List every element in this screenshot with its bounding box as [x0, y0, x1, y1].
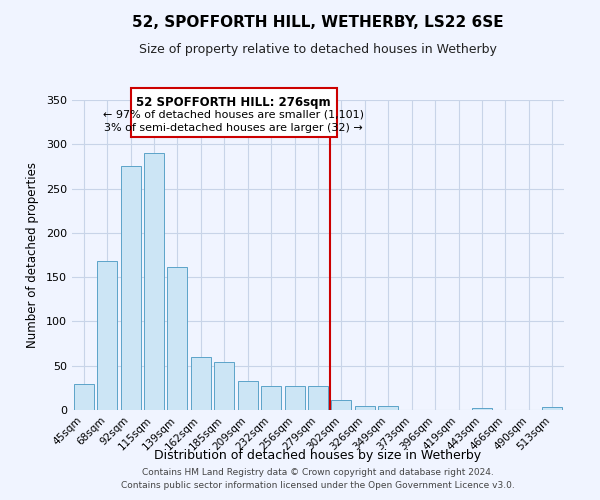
Bar [238, 381, 257, 410]
Bar [97, 261, 117, 410]
Bar [261, 386, 281, 410]
Bar [355, 406, 375, 410]
Text: ← 97% of detached houses are smaller (1,101): ← 97% of detached houses are smaller (1,… [103, 110, 364, 120]
Bar [214, 362, 234, 410]
Bar [191, 357, 211, 410]
Bar [379, 406, 398, 410]
Bar [542, 408, 562, 410]
Text: Size of property relative to detached houses in Wetherby: Size of property relative to detached ho… [139, 42, 497, 56]
Text: 3% of semi-detached houses are larger (32) →: 3% of semi-detached houses are larger (3… [104, 123, 363, 133]
Bar [331, 400, 352, 410]
Bar [74, 384, 94, 410]
Text: Contains HM Land Registry data © Crown copyright and database right 2024.: Contains HM Land Registry data © Crown c… [142, 468, 494, 477]
FancyBboxPatch shape [131, 88, 337, 137]
Bar [167, 266, 187, 410]
Bar [144, 153, 164, 410]
Text: 52, SPOFFORTH HILL, WETHERBY, LS22 6SE: 52, SPOFFORTH HILL, WETHERBY, LS22 6SE [132, 15, 504, 30]
Bar [308, 386, 328, 410]
Text: Contains public sector information licensed under the Open Government Licence v3: Contains public sector information licen… [121, 482, 515, 490]
Bar [284, 386, 305, 410]
Bar [472, 408, 492, 410]
Text: Distribution of detached houses by size in Wetherby: Distribution of detached houses by size … [154, 448, 482, 462]
Bar [121, 166, 140, 410]
Text: 52 SPOFFORTH HILL: 276sqm: 52 SPOFFORTH HILL: 276sqm [136, 96, 331, 108]
Y-axis label: Number of detached properties: Number of detached properties [26, 162, 39, 348]
